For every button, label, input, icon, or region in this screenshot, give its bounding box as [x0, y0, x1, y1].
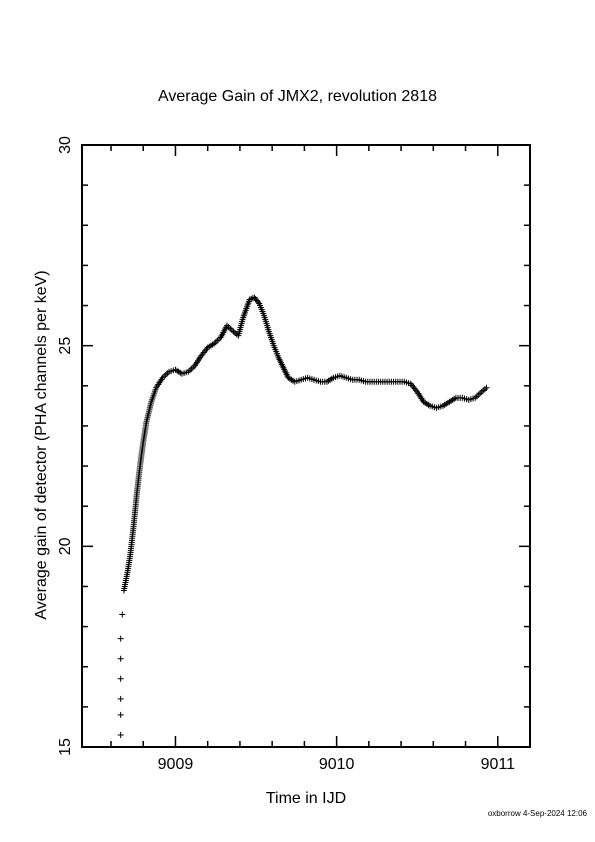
data-point — [117, 731, 124, 738]
footer-timestamp: oxborrow 4-Sep-2024 12:06 — [487, 809, 587, 818]
chart-title: Average Gain of JMX2, revolution 2818 — [158, 88, 437, 105]
y-axis-label: Average gain of detector (PHA channels p… — [33, 270, 50, 620]
x-axis-label: Time in IJD — [265, 790, 347, 807]
data-point — [117, 655, 124, 662]
data-point — [117, 675, 124, 682]
y-tick-label: 25 — [57, 337, 74, 355]
data-point — [117, 711, 124, 718]
data-point — [483, 384, 490, 391]
axis-ticks — [82, 144, 531, 748]
y-tick-label: 15 — [57, 738, 74, 756]
data-point — [117, 695, 124, 702]
data-points — [117, 294, 490, 738]
y-tick-label: 30 — [57, 136, 74, 154]
y-tick-label: 20 — [57, 537, 74, 555]
x-tick-label: 9010 — [319, 756, 355, 773]
data-point — [119, 611, 126, 618]
x-tick-label: 9009 — [158, 756, 194, 773]
plot-frame — [81, 144, 531, 748]
axis-tick-labels: 9009 9010 9011 15 20 25 30 — [57, 136, 515, 773]
data-point — [117, 635, 124, 642]
x-tick-label: 9011 — [481, 756, 516, 773]
